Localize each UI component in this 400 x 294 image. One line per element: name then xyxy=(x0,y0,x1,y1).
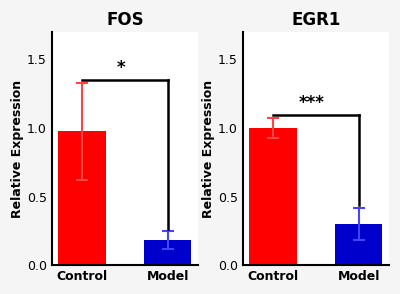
Bar xyxy=(335,224,382,265)
Bar xyxy=(249,128,296,265)
Y-axis label: Relative Expression: Relative Expression xyxy=(11,79,24,218)
Text: ***: *** xyxy=(298,94,324,112)
Bar xyxy=(58,131,106,265)
Title: EGR1: EGR1 xyxy=(291,11,340,29)
Title: FOS: FOS xyxy=(106,11,144,29)
Y-axis label: Relative Expression: Relative Expression xyxy=(202,79,215,218)
Bar xyxy=(144,240,191,265)
Text: *: * xyxy=(116,59,125,77)
